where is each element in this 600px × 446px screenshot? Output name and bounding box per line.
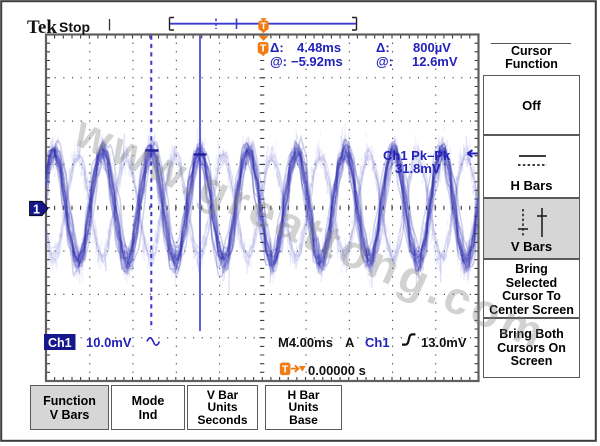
svg-text:1: 1 [33,202,40,216]
svg-text:T: T [260,43,267,55]
svg-text:T: T [261,21,267,32]
svg-text:T: T [282,364,289,376]
